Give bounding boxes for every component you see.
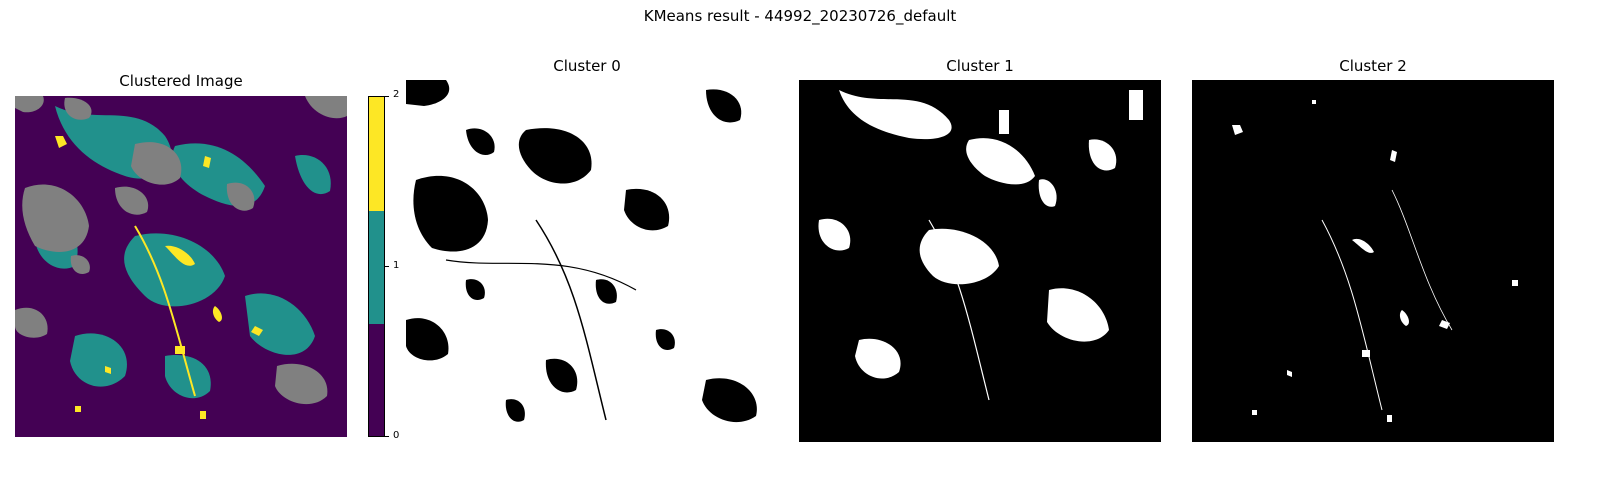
colorbar-segment-2 bbox=[369, 97, 384, 211]
cluster-1-title: Cluster 1 bbox=[946, 57, 1014, 75]
gray-nodata-regions bbox=[15, 96, 347, 405]
colorbar-tick-label-2: 2 bbox=[393, 89, 400, 100]
cluster-2-mask bbox=[1192, 80, 1554, 442]
colorbar-tick-label-1: 1 bbox=[393, 260, 400, 271]
clustered-image bbox=[15, 96, 347, 437]
cluster-2-title: Cluster 2 bbox=[1339, 57, 1407, 75]
cluster-1-mask bbox=[799, 80, 1161, 442]
yellow-cluster-regions bbox=[55, 136, 263, 419]
colorbar-tick-0 bbox=[385, 436, 389, 437]
cluster-0-absent-regions bbox=[406, 80, 757, 423]
colorbar-segment-1 bbox=[369, 211, 384, 324]
figure-title: KMeans result - 44992_20230726_default bbox=[643, 7, 957, 25]
colorbar-tick-label-0: 0 bbox=[393, 430, 400, 441]
cluster-0-title: Cluster 0 bbox=[553, 57, 621, 75]
cluster-1-present-regions bbox=[818, 90, 1143, 379]
colorbar-segment-0 bbox=[369, 324, 384, 436]
clustered-image-title: Clustered Image bbox=[119, 72, 243, 90]
colorbar bbox=[368, 96, 385, 437]
colorbar-tick-2 bbox=[385, 96, 389, 97]
colorbar-tick-1 bbox=[385, 266, 389, 267]
cluster-0-mask bbox=[406, 80, 768, 442]
